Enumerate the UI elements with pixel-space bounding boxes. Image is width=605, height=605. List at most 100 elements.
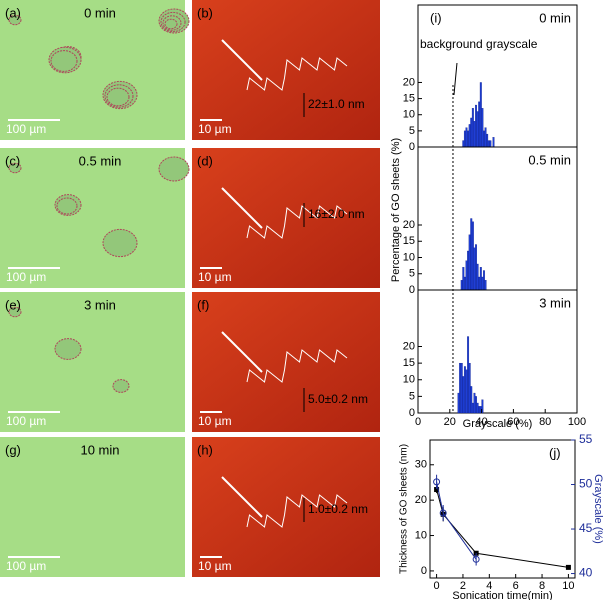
x-tick-label: 6 [513, 580, 519, 592]
marker [433, 478, 441, 486]
bar [470, 218, 473, 291]
y-tick-label: 0 [409, 407, 415, 419]
bar [475, 396, 477, 414]
flake [8, 14, 22, 26]
panel-label: (e) [5, 297, 21, 312]
x-tick-label: 20 [444, 416, 456, 428]
bar [475, 104, 477, 148]
height-label: 22±1.0 nm [308, 97, 365, 111]
bar [467, 130, 470, 148]
bar [481, 399, 484, 414]
height-profile [246, 57, 348, 91]
y2-tick-label: 55 [579, 432, 593, 446]
scale-label: 100 µm [6, 122, 46, 136]
scale-label: 10 µm [198, 122, 232, 136]
panel-label: (f) [197, 297, 209, 312]
bar [468, 362, 471, 414]
scale-label: 10 µm [198, 414, 232, 428]
height-profile [246, 494, 348, 528]
bar [481, 108, 484, 148]
flake [102, 228, 138, 258]
x-tick-label: 8 [539, 580, 545, 592]
marker [472, 555, 480, 563]
bar [467, 336, 470, 414]
marker [439, 509, 447, 517]
flake [50, 50, 78, 72]
bar [462, 267, 465, 291]
bar [479, 267, 482, 291]
bar [471, 402, 474, 414]
bar [471, 108, 474, 148]
bar [465, 260, 468, 291]
flake [112, 379, 130, 393]
time-label: 3 min [84, 297, 116, 312]
x-axis-label: Grayscale (%) [463, 418, 533, 430]
y-tick-label: 15 [403, 92, 415, 104]
bar [467, 250, 470, 291]
bar [463, 366, 466, 414]
x-tick-label: 40 [475, 416, 487, 428]
scale-label: 100 µm [6, 559, 46, 573]
bar [484, 127, 487, 148]
time-label: 0 min [84, 5, 116, 20]
bar [462, 376, 465, 414]
scale-label: 10 µm [198, 270, 232, 284]
y-tick-label: 10 [403, 374, 415, 386]
y-tick-label: 0 [409, 284, 415, 296]
bar [473, 247, 476, 291]
x-tick-label: 2 [460, 580, 466, 592]
panel-label: (a) [5, 5, 21, 20]
bar [470, 386, 473, 414]
y-tick-label: 5 [409, 125, 415, 137]
y-tick-label: 20 [415, 494, 427, 506]
bar [473, 121, 476, 148]
scale-label: 100 µm [6, 270, 46, 284]
bar [471, 221, 474, 291]
y-tick-label: 0 [409, 141, 415, 153]
height-profile [246, 205, 348, 239]
flake [164, 18, 178, 30]
height-profile [246, 349, 348, 383]
bar [460, 280, 463, 291]
bar [492, 137, 495, 148]
bar [483, 130, 485, 148]
y-tick-label: 10 [403, 251, 415, 263]
y-tick-label: 5 [409, 390, 415, 402]
bar [462, 140, 465, 148]
y-axis-label: Thickness of GO sheets (nm) [399, 444, 410, 574]
bar [476, 402, 479, 414]
flake [106, 87, 130, 107]
bar [470, 117, 473, 148]
panel-label: (h) [197, 442, 213, 457]
flake [8, 162, 22, 174]
y-tick-label: 30 [415, 459, 427, 471]
plot-frame [417, 146, 578, 291]
y-axis-label: Percentage of GO sheets (%) [390, 138, 402, 282]
x-tick-label: 80 [539, 416, 551, 428]
marker [565, 564, 571, 570]
y-tick-label: 15 [403, 235, 415, 247]
x-tick-label: 10 [562, 580, 574, 592]
series-line [436, 489, 569, 568]
bar [476, 111, 479, 148]
bar [486, 133, 489, 148]
bar [476, 263, 479, 291]
bar [468, 234, 471, 291]
bar [478, 276, 481, 291]
scale-label: 100 µm [6, 414, 46, 428]
y-tick-label: 10 [403, 109, 415, 121]
bar [479, 82, 482, 148]
profile-path [221, 476, 263, 518]
y2-tick-label: 40 [579, 566, 593, 580]
y-tick-label: 20 [403, 340, 415, 352]
plot-frame [417, 289, 578, 414]
plot-frame [429, 439, 576, 579]
x-tick-label: 100 [568, 416, 586, 428]
height-label: 5.0±0.2 nm [308, 392, 368, 406]
annotation: background grayscale [420, 37, 538, 51]
y2-tick-label: 50 [579, 477, 593, 491]
y-tick-label: 20 [403, 76, 415, 88]
optical-image [0, 292, 185, 432]
profile-path [221, 187, 263, 229]
bar [483, 270, 485, 291]
